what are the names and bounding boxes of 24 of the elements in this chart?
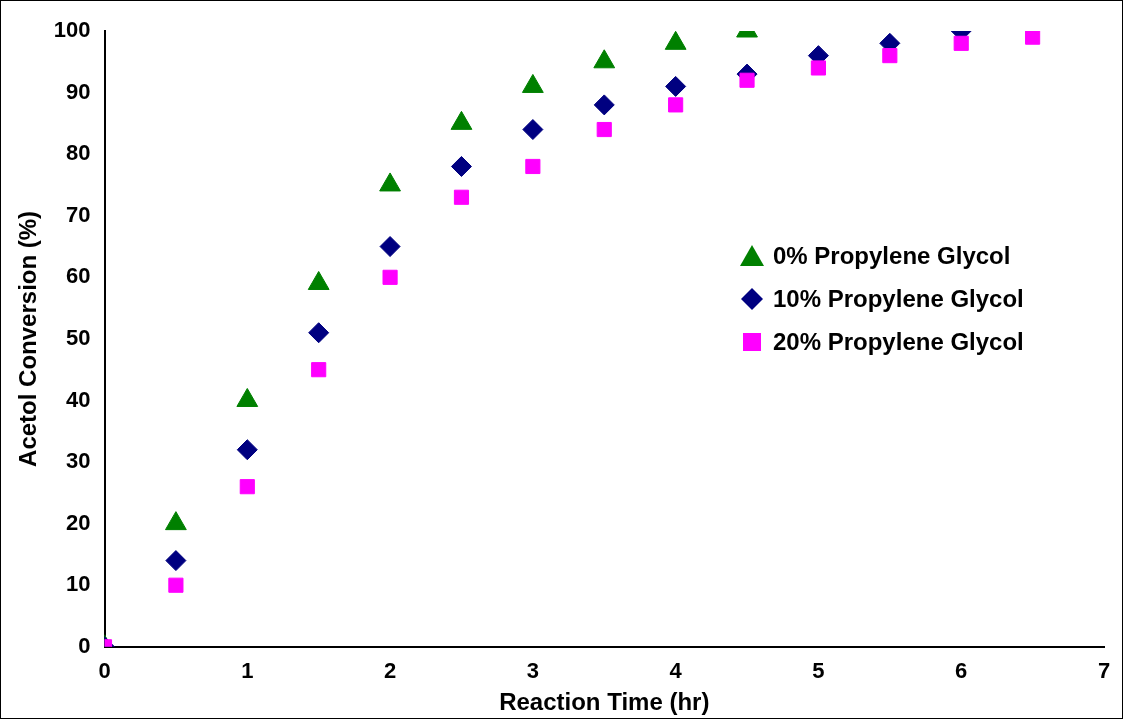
x-tick-label: 4	[669, 658, 683, 684]
x-axis-title: Reaction Time (hr)	[499, 688, 710, 716]
legend-label: 20% Propylene Glycol	[773, 327, 1024, 356]
x-tick-label: 5	[812, 658, 825, 684]
x-tick-label: 3	[526, 658, 539, 684]
y-tick-label: 30	[66, 448, 91, 474]
y-tick-label: 50	[66, 324, 91, 350]
y-tick-label: 10	[66, 571, 91, 597]
y-axis-title: Acetol Conversion (%)	[14, 210, 42, 467]
x-tick-label: 7	[1097, 658, 1111, 684]
x-tick-label: 2	[383, 658, 397, 684]
legend-label: 0% Propylene Glycol	[773, 241, 1011, 270]
y-tick-label: 20	[66, 509, 91, 535]
y-tick-label: 100	[53, 17, 91, 43]
x-tick-label: 0	[98, 658, 111, 684]
y-tick-label: 60	[66, 263, 91, 289]
y-tick-label: 80	[66, 140, 91, 166]
legend-label: 10% Propylene Glycol	[773, 284, 1024, 313]
y-tick-label: 0	[78, 632, 91, 658]
x-tick-label: 6	[955, 658, 968, 684]
y-tick-label: 40	[66, 386, 91, 412]
x-tick-label: 1	[241, 658, 254, 684]
y-tick-label: 90	[66, 78, 91, 104]
y-tick-label: 70	[66, 201, 91, 227]
